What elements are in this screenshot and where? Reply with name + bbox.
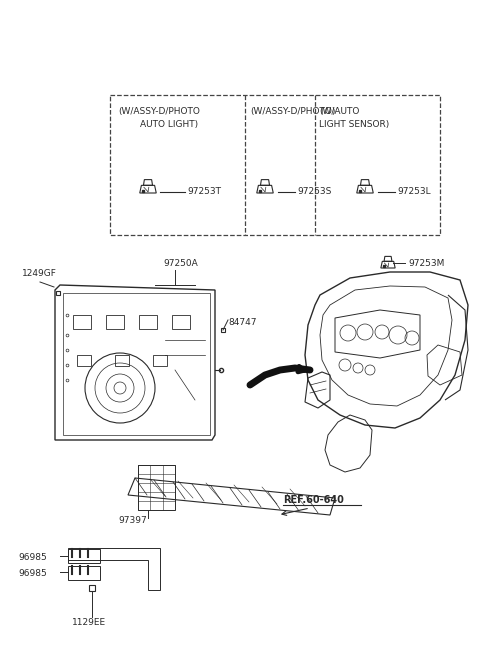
Text: 97253M: 97253M xyxy=(408,259,444,267)
Text: 97250A: 97250A xyxy=(163,259,198,268)
Text: (W/ASSY-D/PHOTO: (W/ASSY-D/PHOTO xyxy=(118,107,200,116)
Text: 84747: 84747 xyxy=(228,318,256,327)
Text: 97253T: 97253T xyxy=(187,187,221,196)
Text: AUTO LIGHT): AUTO LIGHT) xyxy=(140,120,198,129)
Text: 1249GF: 1249GF xyxy=(22,269,57,278)
Text: 97253S: 97253S xyxy=(297,187,331,196)
Text: 1129EE: 1129EE xyxy=(72,618,106,627)
Text: 96985: 96985 xyxy=(18,553,47,561)
Text: (W/ASSY-D/PHOTO): (W/ASSY-D/PHOTO) xyxy=(250,107,336,116)
Text: 97253L: 97253L xyxy=(397,187,431,196)
Text: REF.60-640: REF.60-640 xyxy=(283,495,344,505)
Text: 97397: 97397 xyxy=(118,516,147,525)
Text: (W/AUTO: (W/AUTO xyxy=(319,107,360,116)
Text: 96985: 96985 xyxy=(18,569,47,578)
Text: LIGHT SENSOR): LIGHT SENSOR) xyxy=(319,120,389,129)
